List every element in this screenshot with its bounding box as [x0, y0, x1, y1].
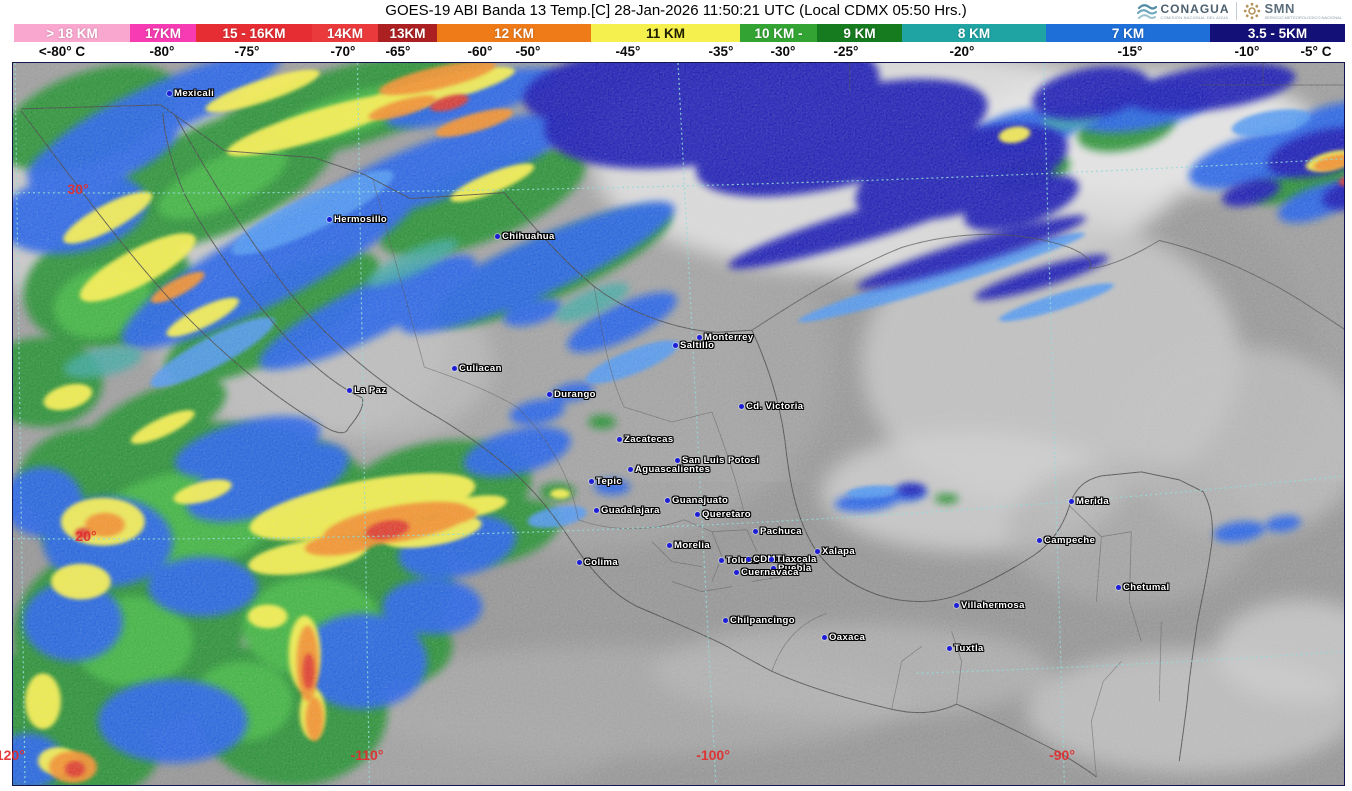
smn-label: SMN — [1264, 1, 1295, 16]
temp-label: -65° — [385, 44, 411, 59]
agency-logos: CONAGUA COMISIÓN NACIONAL DEL AGUA SMN S… — [1131, 1, 1347, 21]
temp-label: -80° — [149, 44, 175, 59]
temp-label: -60° — [467, 44, 493, 59]
legend-segment: 11 KM — [591, 24, 740, 43]
legend-segment: 17KM — [130, 24, 196, 43]
temp-label: -35° — [708, 44, 734, 59]
legend-segment: 8 KM — [902, 24, 1046, 43]
temp-label: -10° — [1234, 44, 1260, 59]
conagua-logo: CONAGUA COMISIÓN NACIONAL DEL AGUA — [1136, 1, 1230, 20]
satellite-image — [13, 63, 1344, 785]
smn-logo: SMN SERVICIO METEOROLÓGICO NACIONAL — [1243, 1, 1343, 20]
temp-label: -50° — [515, 44, 541, 59]
temperature-scale: <-80° C -80° -75° -70° -65° -60° -50° -45° -35° -… — [0, 42, 1352, 61]
legend-segment: 9 KM — [817, 24, 902, 43]
temp-label: -30° — [770, 44, 796, 59]
legend-segment: 14KM — [312, 24, 378, 43]
temp-label: -15° — [1117, 44, 1143, 59]
legend-segment: 15 - 16KM — [196, 24, 312, 43]
image-grain — [13, 63, 1344, 785]
logo-divider — [1235, 2, 1237, 20]
satellite-map — [12, 62, 1345, 786]
smn-subtitle: SERVICIO METEOROLÓGICO NACIONAL — [1264, 15, 1343, 20]
legend-segment: 13KM — [378, 24, 437, 43]
altitude-legend: > 18 KM 17KM 15 - 16KM 14KM 13KM 12 KM 11 KM 10… — [14, 24, 1345, 43]
temp-label: -75° — [234, 44, 260, 59]
legend-segment: 7 KM — [1046, 24, 1210, 43]
temp-label: -5° C — [1300, 44, 1332, 59]
gear-sun-icon — [1243, 2, 1260, 20]
legend-segment: 10 KM - — [740, 24, 817, 43]
conagua-label: CONAGUA — [1160, 1, 1230, 16]
temp-label: <-80° C — [38, 44, 86, 59]
temp-label: -45° — [615, 44, 641, 59]
legend-segment: 12 KM — [437, 24, 591, 43]
temp-label: -20° — [949, 44, 975, 59]
page-title: GOES-19 ABI Banda 13 Temp.[C] 28-Jan-202… — [385, 2, 967, 19]
legend-segment: 3.5 - 5KM — [1210, 24, 1345, 43]
temp-label: -70° — [330, 44, 356, 59]
wave-icon — [1136, 4, 1157, 19]
temp-label: -25° — [833, 44, 859, 59]
legend-segment: > 18 KM — [14, 24, 130, 43]
conagua-subtitle: COMISIÓN NACIONAL DEL AGUA — [1160, 14, 1229, 20]
